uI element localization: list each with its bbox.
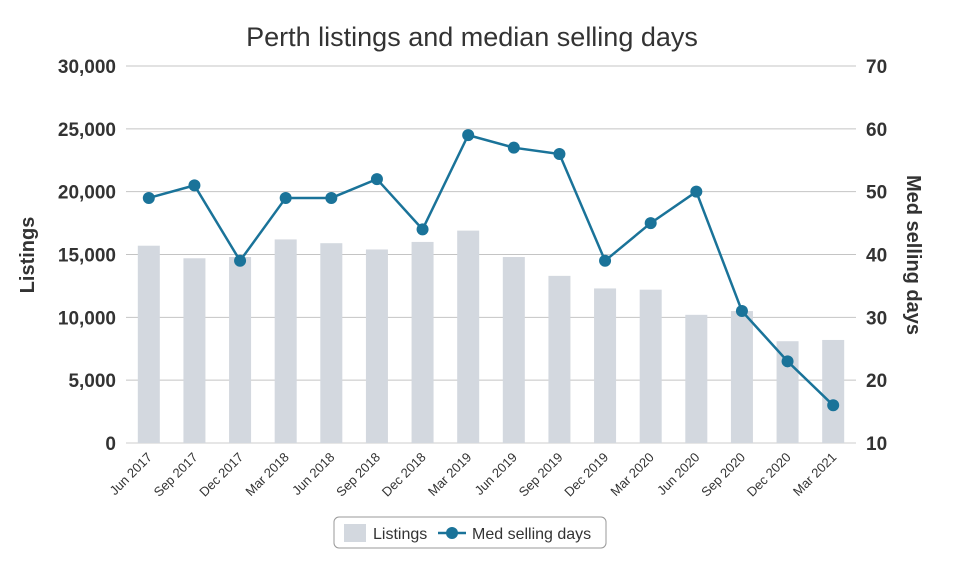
bar-listings	[137, 245, 160, 443]
left-axis-label: Listings	[17, 217, 39, 294]
x-tick-label: Mar 2020	[607, 450, 656, 499]
legend-label-listings: Listings	[373, 526, 427, 543]
point-med-selling-days	[416, 223, 429, 236]
point-med-selling-days	[553, 147, 566, 160]
legend-swatch-marker	[446, 527, 458, 539]
point-med-selling-days	[462, 129, 475, 142]
x-tick-label: Dec 2017	[196, 450, 246, 500]
bar-listings	[502, 257, 525, 443]
point-med-selling-days	[507, 141, 520, 154]
right-tick-label: 30	[866, 308, 887, 329]
x-tick-label: Dec 2020	[744, 450, 794, 500]
legend: Listings Med selling days	[333, 516, 607, 549]
right-tick-label: 70	[866, 57, 887, 78]
point-med-selling-days	[644, 217, 657, 230]
bar-listings	[685, 314, 708, 443]
x-tick-label: Sep 2020	[698, 450, 748, 500]
x-tick-label: Jun 2020	[654, 450, 702, 498]
legend-frame	[333, 516, 607, 549]
chart-title: Perth listings and median selling days	[246, 22, 698, 52]
point-med-selling-days	[781, 355, 794, 368]
x-tick-label: Mar 2018	[242, 450, 291, 499]
legend-swatch-listings	[344, 524, 366, 542]
point-med-selling-days	[142, 191, 155, 204]
right-tick-label: 40	[866, 246, 887, 267]
bar-listings	[730, 311, 753, 443]
right-tick-label: 50	[866, 183, 887, 204]
right-axis-label: Med selling days	[902, 175, 924, 335]
point-med-selling-days	[234, 254, 247, 267]
x-tick-label: Sep 2018	[333, 450, 383, 500]
bar-listings	[639, 289, 662, 443]
point-med-selling-days	[827, 399, 840, 412]
bar-series	[137, 230, 845, 443]
x-tick-label: Mar 2019	[425, 450, 474, 499]
x-tick-label: Jun 2019	[471, 450, 519, 498]
bar-listings	[594, 288, 617, 443]
line-series	[142, 129, 840, 412]
point-med-selling-days	[325, 191, 338, 204]
left-tick-label: 0	[105, 434, 116, 455]
bar-listings	[822, 339, 845, 443]
right-tick-label: 10	[866, 434, 887, 455]
point-med-selling-days	[370, 173, 383, 186]
x-tick-label: Jun 2017	[106, 450, 154, 498]
bar-listings	[183, 258, 206, 443]
x-tick-label: Sep 2017	[151, 450, 201, 500]
x-tick-label: Jun 2018	[289, 450, 337, 498]
bar-listings	[229, 257, 252, 443]
x-tick-label: Mar 2021	[790, 450, 839, 499]
point-med-selling-days	[279, 191, 292, 204]
left-tick-label: 20,000	[58, 183, 116, 204]
right-tick-label: 60	[866, 120, 887, 141]
point-med-selling-days	[188, 179, 201, 192]
left-tick-label: 25,000	[58, 120, 116, 141]
left-tick-label: 15,000	[58, 246, 116, 267]
bar-listings	[457, 230, 480, 443]
right-axis-ticks: 10 20 30 40 50 60 70	[866, 57, 887, 455]
bar-listings	[548, 275, 571, 443]
bar-listings	[320, 243, 343, 443]
right-tick-label: 20	[866, 371, 887, 392]
x-tick-label: Dec 2018	[379, 450, 429, 500]
point-med-selling-days	[599, 254, 612, 267]
x-tick-label: Sep 2019	[516, 450, 566, 500]
point-med-selling-days	[690, 185, 703, 198]
left-tick-label: 5,000	[68, 371, 116, 392]
left-axis-ticks: 0 5,000 10,000 15,000 20,000 25,000 30,000	[58, 57, 116, 455]
left-tick-label: 30,000	[58, 57, 116, 78]
line-med-selling-days	[148, 133, 835, 407]
bar-listings	[365, 249, 388, 443]
x-tick-label: Dec 2019	[561, 450, 611, 500]
bar-listings	[411, 241, 434, 443]
left-tick-label: 10,000	[58, 308, 116, 329]
legend-label-selling-days: Med selling days	[472, 526, 591, 543]
point-med-selling-days	[735, 305, 748, 318]
bar-listings	[274, 239, 297, 443]
